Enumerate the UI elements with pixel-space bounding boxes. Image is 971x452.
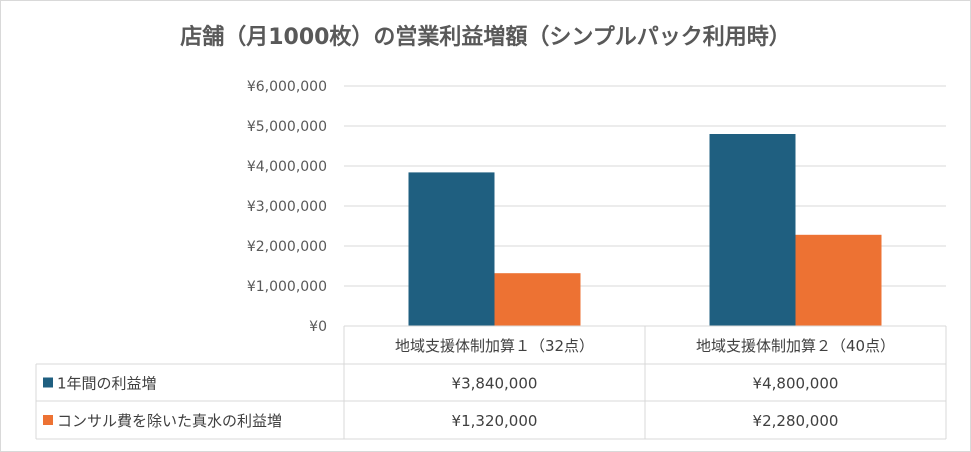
y-tick-label: ¥0: [309, 319, 327, 335]
y-axis: ¥0 ¥1,000,000 ¥2,000,000 ¥3,000,000 ¥4,000,0…: [247, 79, 327, 335]
bar: [795, 234, 882, 326]
category-label: 地域支援体制加算１（32点）: [395, 337, 594, 355]
legend-key: [43, 377, 53, 388]
y-tick-label: ¥5,000,000: [247, 119, 327, 135]
category-label: 地域支援体制加算２（40点）: [696, 337, 895, 355]
data-label: ¥2,280,000: [753, 412, 839, 430]
chart-title: 店舗（月1000枚）の営業利益増額（シンプルパック利用時）: [180, 25, 791, 50]
data-label: ¥3,840,000: [452, 375, 538, 393]
bars: [408, 134, 882, 326]
y-tick-label: ¥1,000,000: [247, 279, 327, 295]
y-tick-label: ¥2,000,000: [247, 239, 327, 255]
bar: [408, 172, 495, 326]
legend-key: [43, 415, 53, 425]
bar: [709, 134, 796, 326]
data-label: ¥1,320,000: [452, 412, 538, 430]
y-tick-label: ¥3,000,000: [247, 199, 327, 215]
y-tick-label: ¥6,000,000: [247, 79, 327, 95]
y-tick-label: ¥4,000,000: [247, 159, 327, 175]
series-name: 1年間の利益増: [57, 375, 157, 393]
bar: [494, 273, 581, 326]
data-label: ¥4,800,000: [753, 375, 839, 393]
series-name: コンサル費を除いた真水の利益増: [57, 412, 282, 430]
data-table: 地域支援体制加算１（32点） 地域支援体制加算２（40点） 1年間の利益増 ¥3,84…: [35, 325, 947, 440]
